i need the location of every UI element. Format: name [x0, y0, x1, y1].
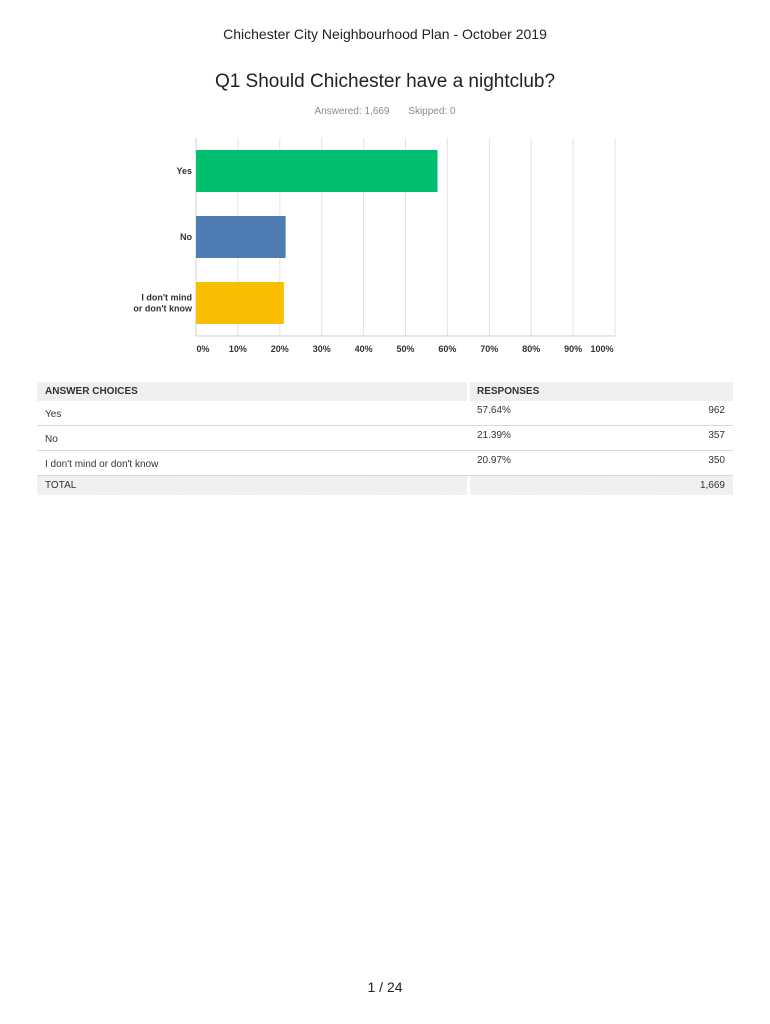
x-tick-label: 70%: [480, 344, 498, 354]
x-tick-label: 60%: [438, 344, 456, 354]
x-tick-label: 40%: [355, 344, 373, 354]
table-row: No 21.39% 357: [37, 426, 733, 451]
question-title: Q1 Should Chichester have a nightclub?: [214, 71, 556, 92]
x-tick-label: 90%: [564, 344, 582, 354]
x-tick-label: 30%: [313, 344, 331, 354]
column-separator: [467, 382, 470, 401]
bar: [196, 150, 438, 192]
total-count: 1,669: [699, 480, 725, 491]
column-separator: [467, 476, 470, 495]
category-label: I don't mind: [141, 293, 192, 303]
total-label: TOTAL: [45, 480, 77, 491]
answered-count: Answered: 1,669: [314, 106, 390, 117]
response-table: ANSWER CHOICES RESPONSES Yes 57.64% 962 …: [37, 382, 733, 495]
row-percent: 57.64%: [477, 405, 511, 416]
row-percent: 20.97%: [477, 455, 511, 466]
row-count: 962: [708, 405, 725, 416]
bar: [196, 282, 284, 324]
row-count: 357: [708, 430, 725, 441]
table-row: Yes 57.64% 962: [37, 401, 733, 426]
header-responses: RESPONSES: [477, 386, 540, 397]
x-tick-label: 100%: [590, 344, 613, 354]
x-tick-label: 10%: [229, 344, 247, 354]
table-total-row: TOTAL 1,669: [37, 476, 733, 495]
bar: [196, 216, 286, 258]
document-header: Chichester City Neighbourhood Plan - Oct…: [223, 26, 547, 42]
category-label: Yes: [176, 166, 192, 176]
x-tick-label: 20%: [271, 344, 289, 354]
response-meta: Answered: 1,669 Skipped: 0: [0, 106, 770, 117]
row-choice: No: [45, 434, 58, 445]
row-percent: 21.39%: [477, 430, 511, 441]
category-label: or don't know: [133, 304, 193, 314]
category-label: No: [180, 232, 192, 242]
x-tick-label: 50%: [396, 344, 414, 354]
x-tick-label: 0%: [196, 344, 209, 354]
x-tick-label: 80%: [522, 344, 540, 354]
table-header-row: ANSWER CHOICES RESPONSES: [37, 382, 733, 401]
page-number: 1 / 24: [367, 979, 403, 995]
header-answer-choices: ANSWER CHOICES: [45, 386, 138, 397]
row-choice: Yes: [45, 409, 62, 420]
skipped-count: Skipped: 0: [408, 106, 456, 117]
row-count: 350: [708, 455, 725, 466]
table-row: I don't mind or don't know 20.97% 350: [37, 451, 733, 476]
row-choice: I don't mind or don't know: [45, 459, 159, 470]
